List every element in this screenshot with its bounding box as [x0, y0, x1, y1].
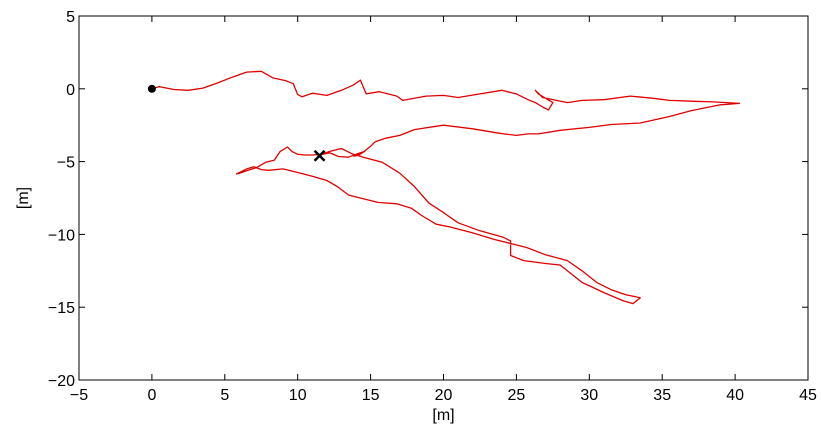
plot-area — [79, 16, 808, 380]
x-tick-label: 40 — [726, 387, 744, 404]
y-axis-label: [m] — [15, 187, 32, 209]
series-group — [151, 70, 741, 305]
y-tick-label: 0 — [66, 82, 75, 99]
y-tick-label: 5 — [66, 9, 75, 26]
x-tick-label: 10 — [289, 387, 307, 404]
end-marker-stroke — [313, 149, 326, 162]
trajectory-line-1 — [151, 70, 741, 305]
x-tick-label: 5 — [220, 387, 229, 404]
y-tick-label: −20 — [48, 373, 75, 390]
end-marker — [313, 149, 326, 162]
x-tick-label: 45 — [799, 387, 817, 404]
start-marker — [147, 84, 156, 93]
x-axis-label: [m] — [432, 407, 454, 424]
x-tick-label: 30 — [580, 387, 598, 404]
x-tick-label: 25 — [508, 387, 526, 404]
x-tick-label: −5 — [70, 387, 88, 404]
y-tick-label: −10 — [48, 227, 75, 244]
x-tick-label: 0 — [147, 387, 156, 404]
plot-frame — [78, 15, 809, 381]
y-tick-label: −15 — [48, 300, 75, 317]
marker-group — [147, 84, 326, 162]
y-tick-label: −5 — [57, 155, 75, 172]
x-tick-label: 15 — [362, 387, 380, 404]
x-tick-label: 35 — [653, 387, 671, 404]
x-tick-label: 20 — [435, 387, 453, 404]
